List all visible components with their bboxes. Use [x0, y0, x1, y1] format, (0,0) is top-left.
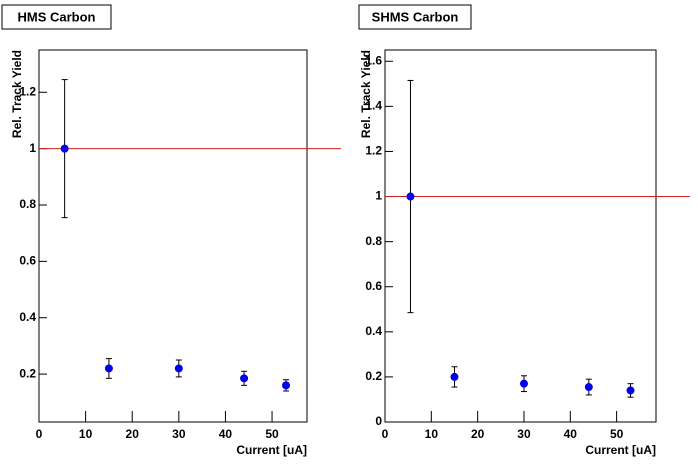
- x-axis-label: Current [uA]: [585, 443, 656, 457]
- y-tick-label: 1: [375, 189, 382, 203]
- y-tick-label: 0.2: [365, 369, 382, 383]
- y-tick-label: 1.6: [365, 53, 382, 67]
- y-tick-label: 0.2: [19, 366, 36, 380]
- x-tick-label: 30: [517, 427, 531, 441]
- x-tick-label: 10: [425, 427, 439, 441]
- x-axis-label: Current [uA]: [236, 443, 307, 457]
- y-tick-label: 0.8: [19, 197, 36, 211]
- chart-title: HMS Carbon: [18, 9, 96, 24]
- x-tick-label: 40: [219, 427, 233, 441]
- y-tick-label: 1.4: [365, 99, 382, 113]
- y-axis-label: Rel. Track Yield: [359, 50, 373, 138]
- data-point: [282, 381, 291, 390]
- y-tick-label: 0.4: [19, 310, 36, 324]
- y-tick-label: 1.2: [19, 84, 36, 98]
- title-box: [358, 4, 472, 30]
- title-box: [1, 4, 112, 30]
- y-axis-label: Rel. Track Yield: [10, 50, 24, 138]
- x-tick-label: 40: [564, 427, 578, 441]
- y-tick-label: 0: [375, 414, 382, 428]
- x-tick-label: 0: [382, 427, 389, 441]
- x-tick-label: 50: [265, 427, 279, 441]
- data-point: [450, 372, 459, 381]
- data-point: [104, 364, 113, 373]
- x-tick-label: 30: [172, 427, 186, 441]
- data-point: [60, 144, 69, 153]
- data-point: [406, 192, 415, 201]
- y-tick-label: 0.8: [365, 234, 382, 248]
- x-tick-label: 20: [471, 427, 485, 441]
- data-point: [626, 386, 635, 395]
- y-tick-label: 0.6: [365, 279, 382, 293]
- x-tick-label: 0: [36, 427, 43, 441]
- y-tick-label: 1: [29, 141, 36, 155]
- data-point: [519, 379, 528, 388]
- y-tick-label: 0.4: [365, 324, 382, 338]
- plot-frame: [38, 49, 308, 423]
- x-tick-label: 20: [126, 427, 140, 441]
- plot-frame: [384, 49, 657, 423]
- y-tick-label: 1.2: [365, 144, 382, 158]
- data-point: [240, 374, 249, 383]
- x-tick-label: 50: [610, 427, 624, 441]
- y-tick-label: 0.6: [19, 254, 36, 268]
- x-tick-label: 10: [79, 427, 93, 441]
- chart-title: SHMS Carbon: [372, 9, 459, 24]
- data-point: [174, 364, 183, 373]
- data-point: [584, 383, 593, 392]
